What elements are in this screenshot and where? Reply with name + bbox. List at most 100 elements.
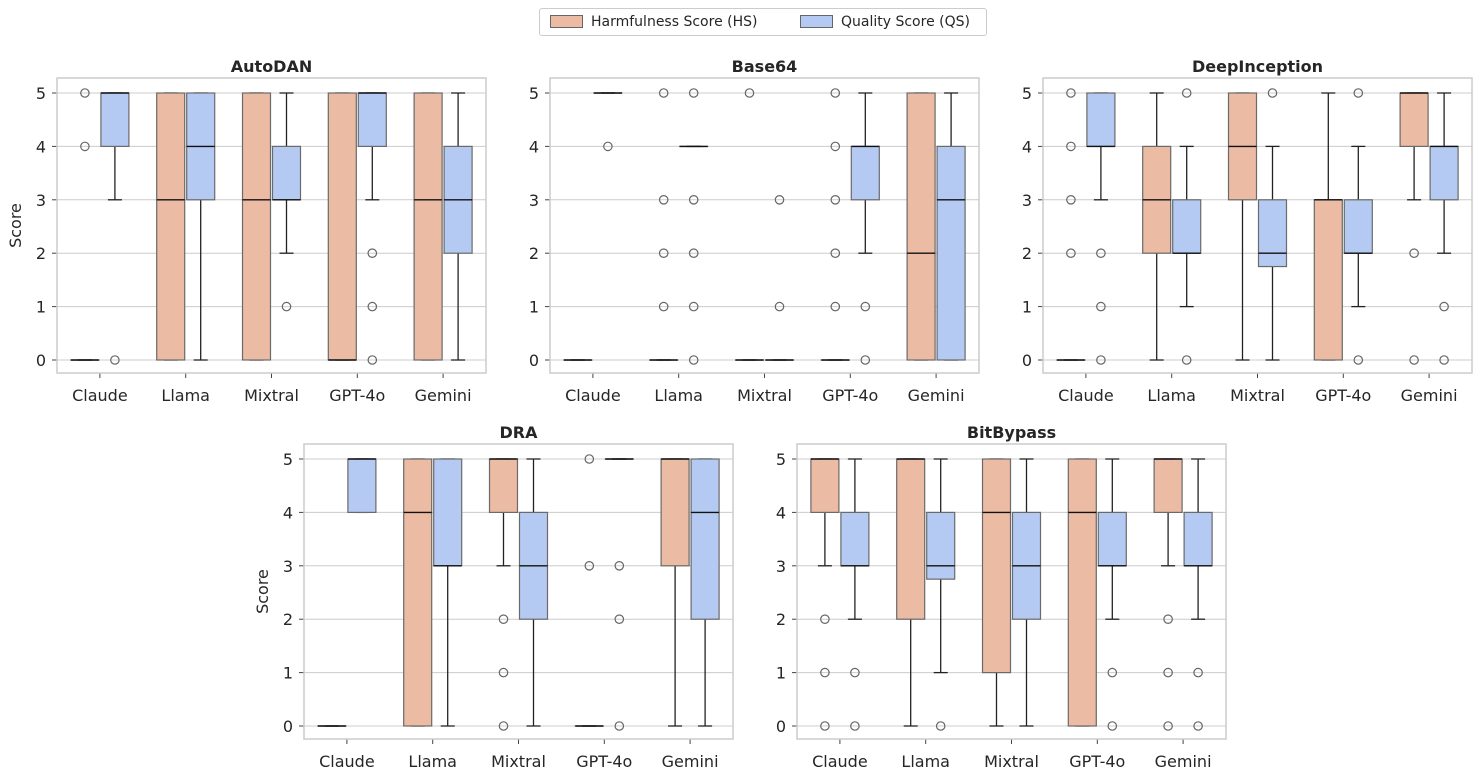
y-tick-label: 1 [36,298,46,317]
outlier-point [80,88,90,98]
outlier-point [367,355,378,365]
x-tick-label: Claude [565,386,621,405]
outlier-point [1439,355,1449,365]
box-qs-claude [593,92,623,152]
y-tick-label: 5 [529,84,539,103]
outlier-point [80,141,90,152]
outlier-point [850,667,860,678]
x-tick-label: Gemini [1401,386,1458,405]
outlier-point [1107,667,1118,678]
outlier-point [498,667,509,678]
box-qs-llama [926,458,956,731]
box-body [1067,458,1097,727]
outlier-point [603,141,613,152]
x-tick-label: Llama [654,386,703,405]
outlier-point [110,355,120,365]
y-tick-label: 4 [1022,137,1032,156]
box-hs-claude [70,88,100,361]
y-tick-label: 4 [776,503,786,522]
outlier-point [614,721,625,731]
panel-title: DeepInception [1192,57,1323,76]
outlier-point [830,248,841,258]
outlier-point [584,454,595,464]
box-body [403,458,433,727]
x-tick-label: Claude [72,386,128,405]
box-hs-gemini [1399,92,1429,365]
box-body [357,92,387,148]
box-body [810,458,840,514]
outlier-point [688,248,699,258]
y-tick-label: 0 [36,351,46,370]
x-tick-label: Claude [1058,386,1114,405]
box-qs-llama [433,458,463,727]
y-tick-label: 1 [1022,298,1032,317]
panel-dra: 0 1 2 3 4 5 Claude Llama Mixtral GPT-4o Gemini DRA S… [253,423,734,771]
legend-hs-swatch [550,15,583,28]
panel-deepinception: 0 1 2 3 4 5 Claude Llama Mixtral GPT-4o Gemini Deep… [1022,57,1473,405]
outlier-point [688,301,699,312]
box-qs-gemini [690,458,720,727]
y-tick-label: 1 [776,664,786,683]
y-tick-label: 0 [1022,351,1032,370]
outlier-point [830,141,841,152]
box-body [1313,199,1343,361]
x-tick-label: Llama [408,752,457,771]
box-hs-gpt-4o [327,92,357,361]
y-axis-label: Score [253,569,272,614]
y-tick-label: 4 [529,137,539,156]
outlier-point [367,248,378,258]
outlier-point [1409,248,1419,258]
box-body [1086,92,1116,148]
outlier-point [860,301,871,312]
box-hs-gemini [660,458,690,727]
box-qs-mixtral [764,195,795,361]
y-tick-label: 5 [776,450,786,469]
box-qs-claude [1086,92,1116,365]
y-tick-label: 4 [283,503,293,522]
box-qs-claude [840,458,870,731]
box-hs-llama [403,458,433,727]
outlier-point [774,195,785,205]
outlier-point [820,721,830,731]
outlier-point [688,355,699,365]
box-body [488,458,519,514]
box-hs-gemini [413,92,443,361]
x-tick-label: Mixtral [491,752,546,771]
box-qs-gpt-4o [1097,458,1127,731]
box-body [906,92,936,361]
outlier-point [830,88,841,98]
panel-title: Base64 [732,57,798,76]
box-body [100,92,130,148]
outlier-point [1107,721,1118,731]
outlier-point [498,614,509,624]
box-body [1183,511,1213,567]
outlier-point [658,248,669,258]
box-hs-llama [649,88,679,361]
outlier-point [658,195,669,205]
box-body [327,92,357,361]
box-body [1153,458,1183,514]
outlier-point [1096,355,1106,365]
axes-frame [56,77,487,374]
x-tick-label: GPT-4o [822,386,878,405]
x-tick-label: Llama [901,752,950,771]
y-tick-label: 5 [1022,84,1032,103]
axes-frame [1042,77,1473,374]
box-qs-mixtral [271,92,302,312]
box-qs-llama [679,88,709,365]
y-tick-label: 1 [529,298,539,317]
outlier-point [498,721,509,731]
x-tick-label: Gemini [662,752,719,771]
axes-frame [303,443,734,740]
y-tick-label: 2 [36,244,46,263]
outlier-point [850,721,860,731]
panel-autodan: 0 1 2 3 4 5 Claude Llama Mixtral GPT-4o Gemini Auto… [6,57,487,405]
box-hs-gpt-4o [820,88,850,361]
box-body [433,458,463,567]
outlier-point [614,614,625,624]
box-body [1097,511,1127,567]
box-body [840,511,870,567]
box-qs-gpt-4o [850,92,880,365]
outlier-point [1181,355,1192,365]
